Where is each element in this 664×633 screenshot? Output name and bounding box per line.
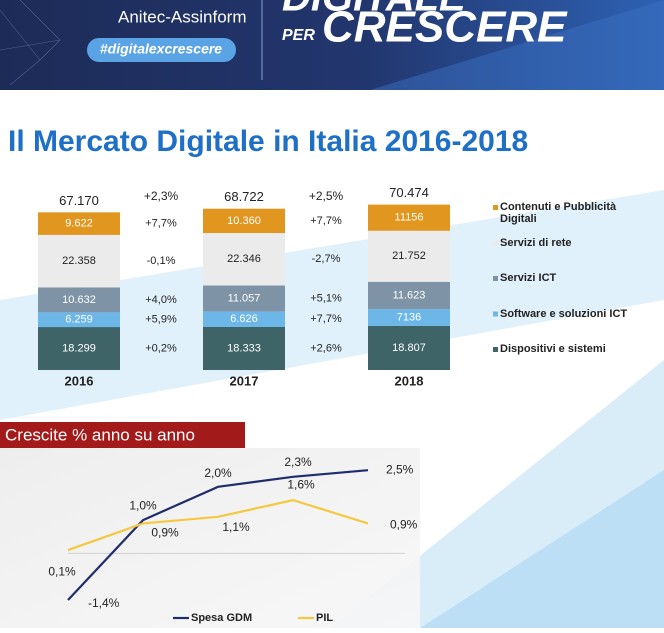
legend-item: Contenuti e Pubblicità Digitali bbox=[500, 201, 617, 225]
data-label: 10.360 bbox=[227, 215, 261, 227]
campaign-big: CRESCERE bbox=[322, 3, 568, 52]
line bbox=[67, 469, 369, 601]
bar-segment bbox=[368, 204, 450, 231]
data-label: 6.259 bbox=[65, 314, 93, 326]
network-decor bbox=[0, 0, 61, 86]
data-label: 0,9% bbox=[390, 518, 418, 532]
total-label: 68.722 bbox=[224, 189, 264, 204]
bar-segment bbox=[368, 309, 450, 326]
campaign-top: DIGITALE bbox=[282, 0, 467, 20]
data-label: 1,0% bbox=[129, 498, 157, 512]
line-title-box bbox=[0, 422, 245, 448]
bar-segment bbox=[368, 281, 450, 310]
growth-label: +7,7% bbox=[310, 215, 342, 227]
decor bbox=[0, 190, 664, 420]
data-label: 18.299 bbox=[62, 342, 96, 354]
data-label: 9.622 bbox=[65, 218, 93, 230]
bar-segment bbox=[368, 325, 450, 370]
legend-swatch bbox=[493, 311, 498, 317]
data-label: 18.807 bbox=[392, 342, 426, 354]
growth-label: +7,7% bbox=[145, 218, 177, 230]
legend-label: Spesa GDM bbox=[191, 612, 252, 624]
campaign-small: PER bbox=[282, 27, 315, 44]
growth-label: -0,1% bbox=[147, 255, 176, 267]
growth-label: +5,1% bbox=[310, 292, 342, 304]
growth-label: +2,6% bbox=[310, 342, 342, 354]
legend-label: Servizi di rete bbox=[500, 236, 572, 249]
data-label: 11.623 bbox=[393, 289, 426, 301]
data-label: 6.626 bbox=[230, 313, 258, 325]
hashtag: #digitalexcrescere bbox=[100, 41, 222, 57]
bar-segment bbox=[203, 233, 285, 286]
legend-swatch bbox=[493, 205, 498, 210]
legend-swatch bbox=[493, 240, 498, 246]
total-label: 70.474 bbox=[389, 185, 429, 200]
data-label: 2,5% bbox=[386, 462, 414, 476]
bar-segment bbox=[203, 326, 285, 370]
growth-label: +2,5% bbox=[309, 189, 344, 203]
bar-segment bbox=[203, 285, 285, 312]
growth-label: +7,7% bbox=[310, 313, 342, 325]
legend-item: Dispositivi e sistemi bbox=[500, 343, 606, 355]
legend-swatch bbox=[493, 276, 498, 281]
data-label: 2,0% bbox=[204, 466, 232, 480]
data-label: 0,1% bbox=[48, 564, 76, 578]
legend-item: Servizi di rete bbox=[500, 236, 572, 249]
growth-label: +4,0% bbox=[145, 294, 177, 306]
chart-title: Il Mercato Digitale in Italia 2016-2018 bbox=[8, 125, 528, 158]
legend-label: Dispositivi e sistemi bbox=[500, 343, 606, 355]
growth-label: -2,7% bbox=[312, 253, 341, 265]
line-title: Crescite % anno su anno bbox=[5, 425, 195, 444]
total-label: 67.170 bbox=[59, 193, 99, 208]
data-label: 0,9% bbox=[151, 526, 179, 540]
brand: Anitec-Assinform bbox=[118, 7, 246, 26]
data-label: 7136 bbox=[397, 311, 421, 323]
growth-label: +5,9% bbox=[145, 314, 177, 326]
legend-label: Servizi ICT bbox=[500, 272, 557, 284]
line bbox=[67, 498, 369, 552]
bar-segment bbox=[38, 312, 120, 328]
decor bbox=[420, 470, 664, 628]
legend-item: Software e soluzioni ICT bbox=[500, 307, 628, 320]
bar-segment bbox=[38, 212, 120, 235]
growth-label: +0,2% bbox=[145, 342, 177, 354]
decor bbox=[370, 0, 664, 90]
bar-segment bbox=[38, 234, 120, 288]
data-label: 2,3% bbox=[284, 455, 312, 469]
legend-swatch bbox=[493, 347, 498, 352]
x-tick-label: 2018 bbox=[395, 373, 424, 388]
data-label: 22.358 bbox=[62, 255, 96, 267]
data-label: 1,1% bbox=[222, 520, 250, 534]
bar-segment bbox=[38, 287, 120, 313]
legend-label: Contenuti e Pubblicità Digitali bbox=[500, 201, 617, 225]
legend-item: Servizi ICT bbox=[500, 272, 557, 284]
data-label: 11156 bbox=[395, 212, 424, 224]
data-label: 11.057 bbox=[228, 292, 261, 304]
hashtag-pill bbox=[87, 38, 236, 62]
data-label: 10.632 bbox=[62, 294, 96, 306]
x-tick-label: 2017 bbox=[230, 373, 259, 388]
bar-segment bbox=[203, 208, 285, 234]
data-label: 21.752 bbox=[392, 250, 426, 262]
x-tick-label: 2016 bbox=[65, 373, 94, 388]
legend-label: Software e soluzioni ICT bbox=[500, 307, 628, 320]
data-label: 22.346 bbox=[227, 253, 261, 265]
data-label: 1,6% bbox=[287, 477, 315, 491]
data-label: -1,4% bbox=[88, 596, 120, 610]
bar-segment bbox=[38, 327, 120, 370]
growth-label: +2,3% bbox=[144, 189, 179, 203]
data-label: 18.333 bbox=[227, 342, 261, 354]
bar-segment bbox=[368, 230, 450, 282]
legend-label: PIL bbox=[316, 612, 333, 624]
bar-segment bbox=[203, 311, 285, 327]
